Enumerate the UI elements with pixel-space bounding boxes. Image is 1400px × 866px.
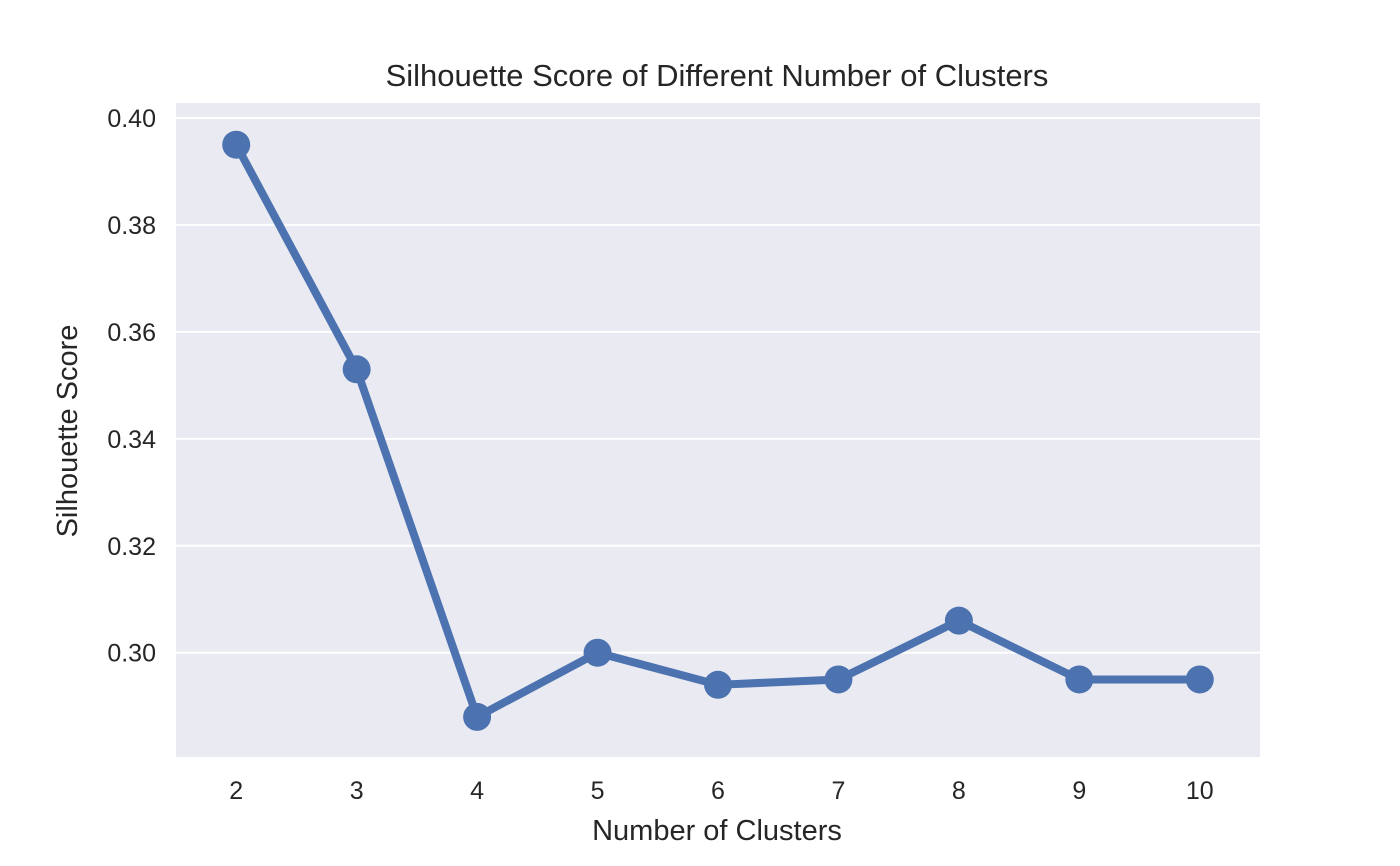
y-tick-label: 0.30 [107, 640, 156, 668]
x-tick-label: 10 [1186, 777, 1214, 805]
data-point [1065, 665, 1094, 694]
x-tick-label: 2 [229, 777, 243, 805]
y-tick-label: 0.34 [107, 426, 156, 454]
plot-area [176, 103, 1260, 757]
x-tick-label: 5 [591, 777, 605, 805]
y-axis: 0.30 0.32 0.34 0.36 0.38 0.40 [107, 105, 156, 668]
x-tick-label: 3 [350, 777, 364, 805]
y-tick-label: 0.36 [107, 319, 156, 347]
data-point [1185, 665, 1214, 694]
series-group [222, 130, 1214, 731]
y-axis-label: Silhouette Score [52, 325, 84, 538]
data-point [944, 606, 973, 635]
x-tick-label: 6 [711, 777, 725, 805]
x-tick-label: 4 [470, 777, 484, 805]
x-axis: 2 3 4 5 6 7 8 9 10 [229, 777, 1213, 805]
data-point [824, 665, 853, 694]
data-point [463, 702, 492, 731]
y-tick-label: 0.32 [107, 533, 156, 561]
y-tick-label: 0.38 [107, 212, 156, 240]
data-point [704, 670, 732, 699]
data-point [342, 355, 371, 384]
data-point [583, 638, 612, 667]
x-tick-label: 9 [1072, 777, 1086, 805]
x-tick-label: 7 [831, 777, 845, 805]
grid [176, 116, 1260, 654]
x-axis-label: Number of Clusters [592, 815, 842, 847]
data-point [222, 130, 251, 159]
y-tick-label: 0.40 [107, 105, 156, 133]
chart-title: Silhouette Score of Different Number of … [386, 58, 1049, 93]
x-tick-label: 8 [952, 777, 966, 805]
